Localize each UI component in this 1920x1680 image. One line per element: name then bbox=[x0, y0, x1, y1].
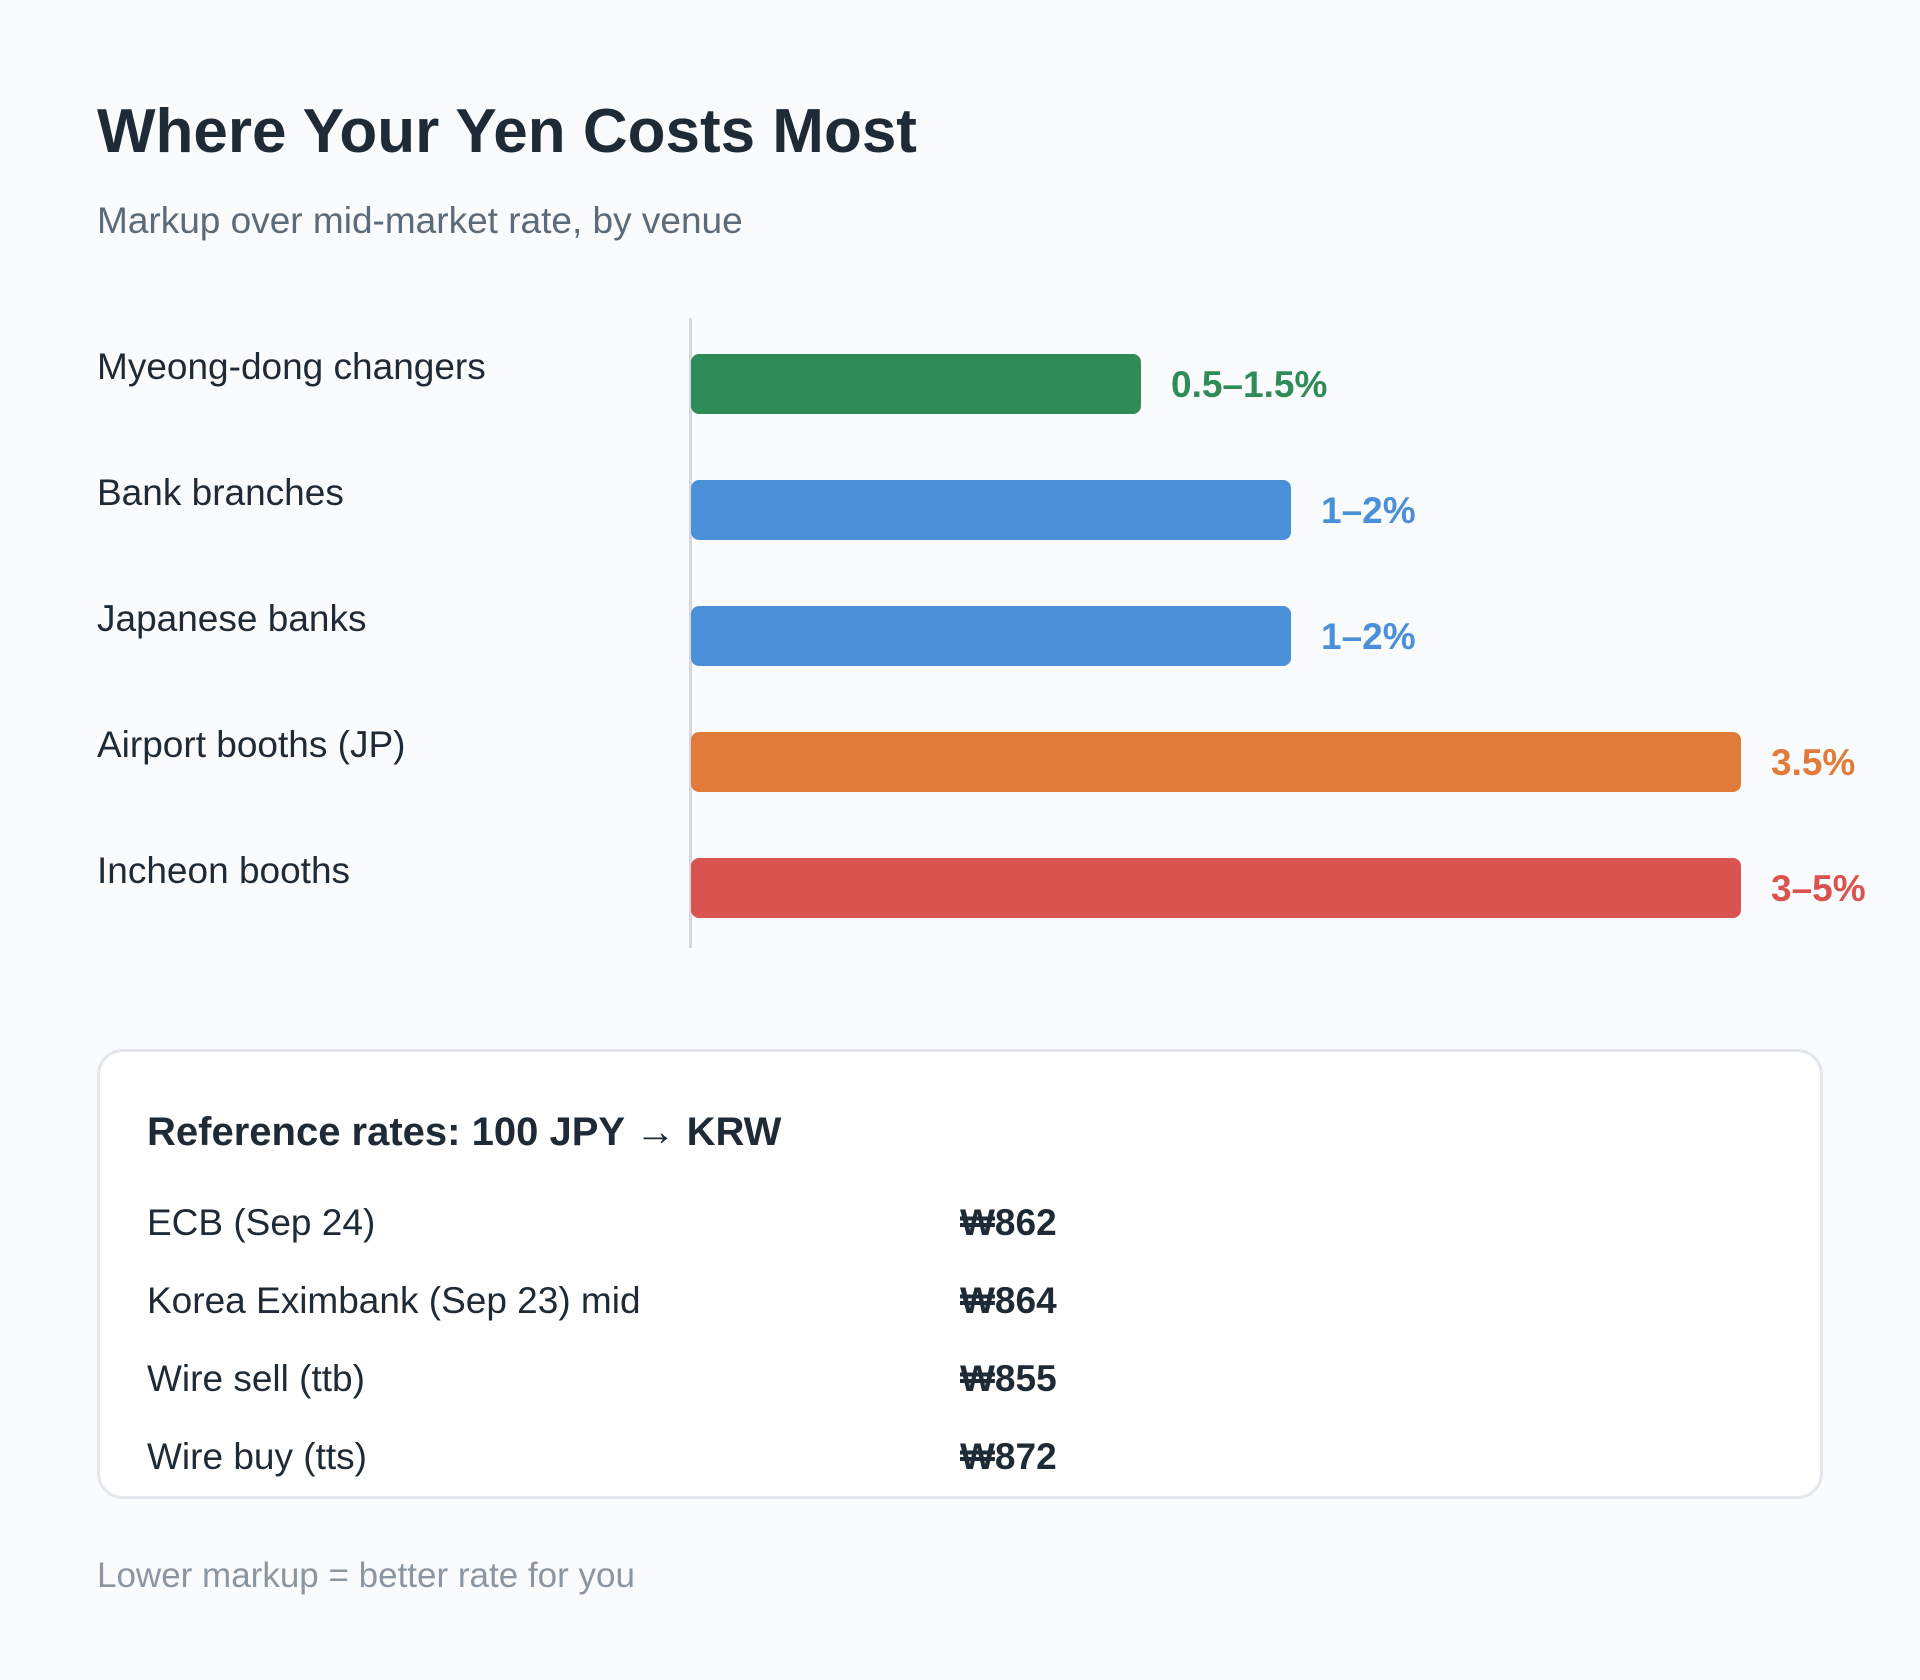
category-label: Airport booths (JP) bbox=[97, 724, 406, 765]
page-subtitle: Markup over mid-market rate, by venue bbox=[97, 200, 743, 241]
chart-bar bbox=[691, 480, 1291, 540]
reference-row-label: Wire sell (ttb) bbox=[147, 1358, 365, 1399]
page-title: Where Your Yen Costs Most bbox=[97, 97, 917, 166]
chart-bar bbox=[691, 354, 1141, 414]
footer-note: Lower markup = better rate for you bbox=[97, 1556, 635, 1595]
chart-bar bbox=[691, 732, 1741, 792]
bar-value-label: 3–5% bbox=[1771, 868, 1866, 909]
bar-value-label: 1–2% bbox=[1321, 616, 1416, 657]
category-label: Bank branches bbox=[97, 472, 344, 513]
category-label: Japanese banks bbox=[97, 598, 367, 639]
reference-row-value: ₩864 bbox=[960, 1280, 1057, 1321]
reference-row-value: ₩862 bbox=[960, 1202, 1057, 1243]
reference-row-label: ECB (Sep 24) bbox=[147, 1202, 376, 1243]
reference-row-value: ₩855 bbox=[960, 1358, 1057, 1399]
reference-row-label: Wire buy (tts) bbox=[147, 1436, 367, 1477]
bar-value-label: 3.5% bbox=[1771, 742, 1856, 783]
reference-rates-title: Reference rates: 100 JPY → KRW bbox=[147, 1110, 782, 1154]
chart-bar bbox=[691, 606, 1291, 666]
bar-value-label: 1–2% bbox=[1321, 490, 1416, 531]
category-label: Incheon booths bbox=[97, 850, 351, 891]
chart-axis-line bbox=[689, 318, 692, 948]
reference-rates-card: Reference rates: 100 JPY → KRW ECB (Sep … bbox=[97, 1049, 1823, 1499]
reference-row-label: Korea Eximbank (Sep 23) mid bbox=[147, 1280, 641, 1321]
markup-bar-chart: Myeong-dong changers 0.5–1.5% Bank branche… bbox=[97, 318, 1866, 948]
chart-bar bbox=[691, 858, 1741, 918]
bar-value-label: 0.5–1.5% bbox=[1171, 364, 1328, 405]
reference-row-value: ₩872 bbox=[960, 1436, 1057, 1477]
category-label: Myeong-dong changers bbox=[97, 346, 486, 387]
